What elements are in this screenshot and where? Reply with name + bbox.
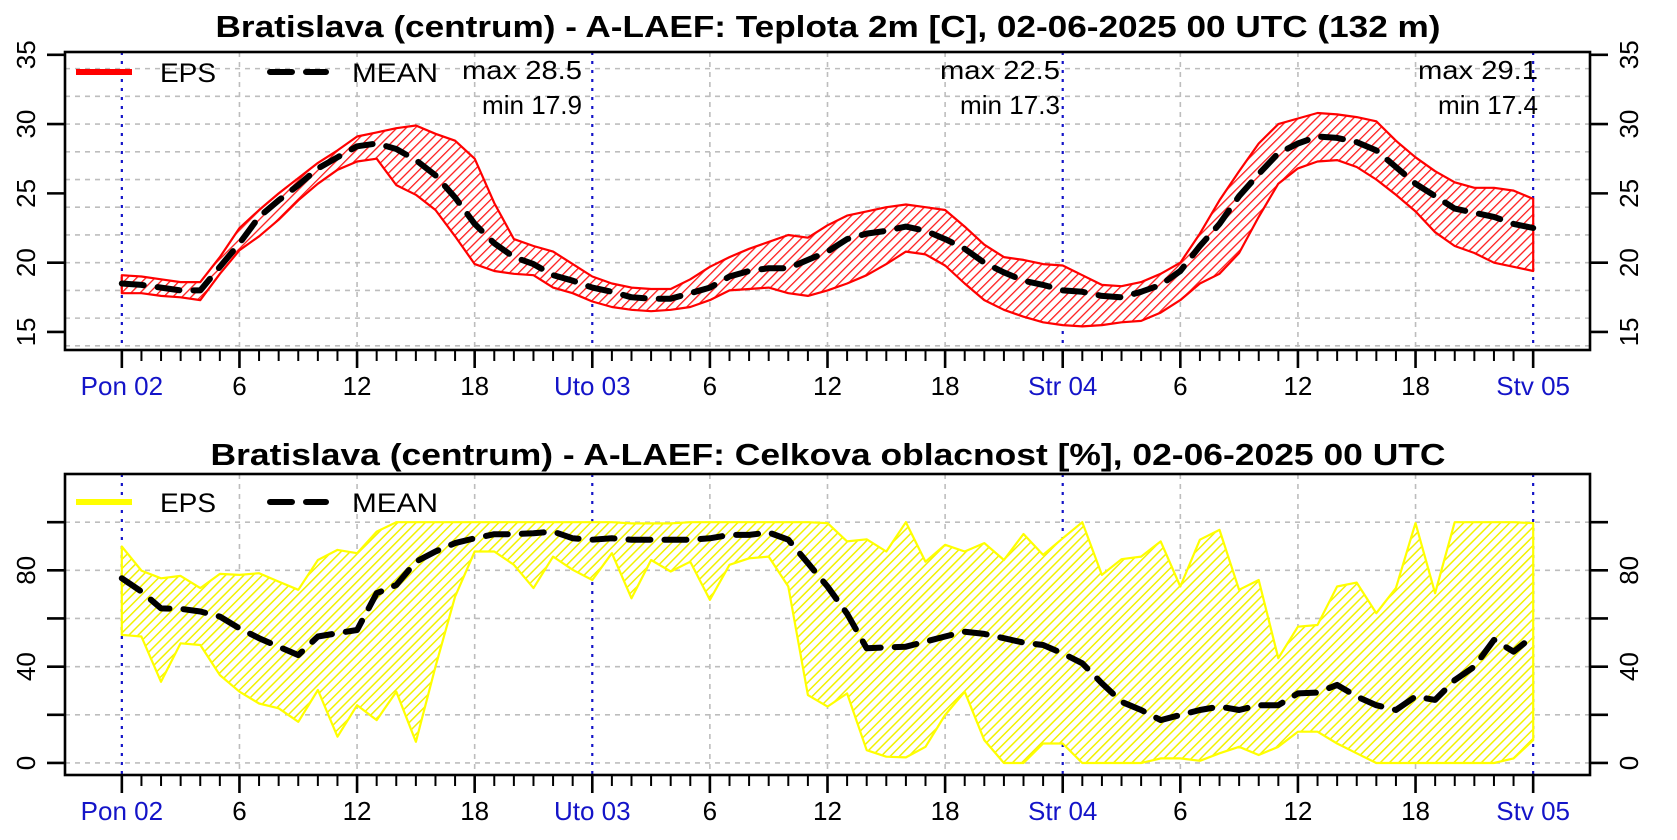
x-tick-label-hour: 6 [1173, 371, 1187, 401]
y-tick-label-right: 30 [1614, 110, 1644, 139]
mean-line [118, 528, 1537, 724]
day2-max: max 22.5 [940, 55, 1060, 85]
legend-mean-label: MEAN [352, 58, 438, 88]
y-tick-label-left: 0 [11, 756, 41, 770]
day1-max: max 28.5 [462, 55, 582, 85]
y-tick-label-right: 20 [1614, 248, 1644, 277]
chart-title: Bratislava (centrum) - A-LAEF: Teplota 2… [216, 9, 1441, 44]
legend: EPS MEAN [76, 488, 438, 518]
mean-line [118, 133, 1537, 302]
day3-min: min 17.4 [1438, 90, 1538, 120]
x-tick-label-day: Str 04 [1028, 371, 1097, 401]
y-tick-label-left: 25 [11, 179, 41, 208]
y-tick-label-left: 15 [11, 318, 41, 347]
x-tick-label-hour: 12 [813, 371, 842, 401]
mean-series-line [118, 133, 1537, 302]
y-tick-label-left: 35 [11, 40, 41, 69]
x-tick-label-day: Stv 05 [1496, 371, 1570, 401]
x-tick-label-hour: 12 [1283, 371, 1312, 401]
axes: 15 15 20 20 25 25 30 30 35 35 Pon 02 6 12 18 Uto 03 6 12… [11, 40, 1644, 401]
x-tick-label-day: Pon 02 [81, 796, 163, 826]
x-tick-label-hour: 12 [813, 796, 842, 826]
x-tick-label-hour: 6 [703, 796, 717, 826]
temperature-panel: Bratislava (centrum) - A-LAEF: Teplota 2… [11, 9, 1644, 401]
y-tick-label-right: 40 [1614, 652, 1644, 681]
x-tick-label-day: Stv 05 [1496, 796, 1570, 826]
x-tick-label-hour: 6 [703, 371, 717, 401]
daily-extremes: max 28.5 min 17.9 max 22.5 min 17.3 max … [462, 55, 1538, 120]
x-tick-label-hour: 6 [232, 371, 246, 401]
x-tick-label-day: Uto 03 [554, 371, 631, 401]
x-tick-label-hour: 18 [1401, 796, 1430, 826]
x-tick-label-hour: 12 [343, 371, 372, 401]
x-tick-label-hour: 18 [460, 371, 489, 401]
x-tick-label-hour: 6 [1173, 796, 1187, 826]
y-tick-label-left: 30 [11, 110, 41, 139]
day1-min: min 17.9 [482, 90, 582, 120]
legend-mean-label: MEAN [352, 488, 438, 518]
x-tick-label-hour: 18 [460, 796, 489, 826]
day2-min: min 17.3 [960, 90, 1060, 120]
eps-band-area [120, 521, 1535, 765]
legend-eps-label: EPS [160, 488, 216, 518]
x-tick-label-day: Str 04 [1028, 796, 1097, 826]
x-tick-label-hour: 18 [1401, 371, 1430, 401]
chart-title: Bratislava (centrum) - A-LAEF: Celkova o… [211, 437, 1446, 472]
x-tick-label-hour: 18 [931, 796, 960, 826]
x-tick-label-hour: 12 [1283, 796, 1312, 826]
y-tick-label-right: 15 [1614, 318, 1644, 347]
y-tick-label-right: 0 [1614, 756, 1644, 770]
axes: 0 0 40 40 80 80 Pon 02 6 12 18 Uto 03 6 12 18 Str 04 6 1… [11, 520, 1644, 826]
eps-band [120, 521, 1535, 765]
legend: EPS MEAN [76, 58, 438, 88]
y-tick-label-right: 35 [1614, 40, 1644, 69]
x-tick-label-day: Uto 03 [554, 796, 631, 826]
x-tick-label-day: Pon 02 [81, 371, 163, 401]
y-tick-label-left: 80 [11, 556, 41, 585]
legend-eps-label: EPS [160, 58, 216, 88]
mean-series-line [118, 528, 1537, 724]
y-tick-label-right: 25 [1614, 179, 1644, 208]
x-tick-label-hour: 12 [343, 796, 372, 826]
x-tick-label-hour: 18 [931, 371, 960, 401]
cloud-cover-panel: Bratislava (centrum) - A-LAEF: Celkova o… [11, 437, 1644, 826]
y-tick-label-left: 40 [11, 652, 41, 681]
day3-max: max 29.1 [1418, 55, 1538, 85]
x-tick-label-hour: 6 [232, 796, 246, 826]
y-tick-label-left: 20 [11, 248, 41, 277]
y-tick-label-right: 80 [1614, 556, 1644, 585]
